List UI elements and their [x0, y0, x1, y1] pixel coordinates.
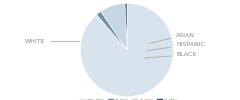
Wedge shape — [80, 3, 174, 97]
Text: ASIAN: ASIAN — [149, 33, 195, 43]
Text: WHITE: WHITE — [25, 39, 80, 44]
Wedge shape — [101, 3, 127, 50]
Text: BLACK: BLACK — [145, 52, 197, 58]
Legend: 88.7%, 8.8%, 1.8%, 0.7%: 88.7%, 8.8%, 1.8%, 0.7% — [79, 99, 179, 100]
Text: HISPANIC: HISPANIC — [148, 42, 205, 50]
Wedge shape — [96, 11, 127, 50]
Wedge shape — [125, 3, 127, 50]
